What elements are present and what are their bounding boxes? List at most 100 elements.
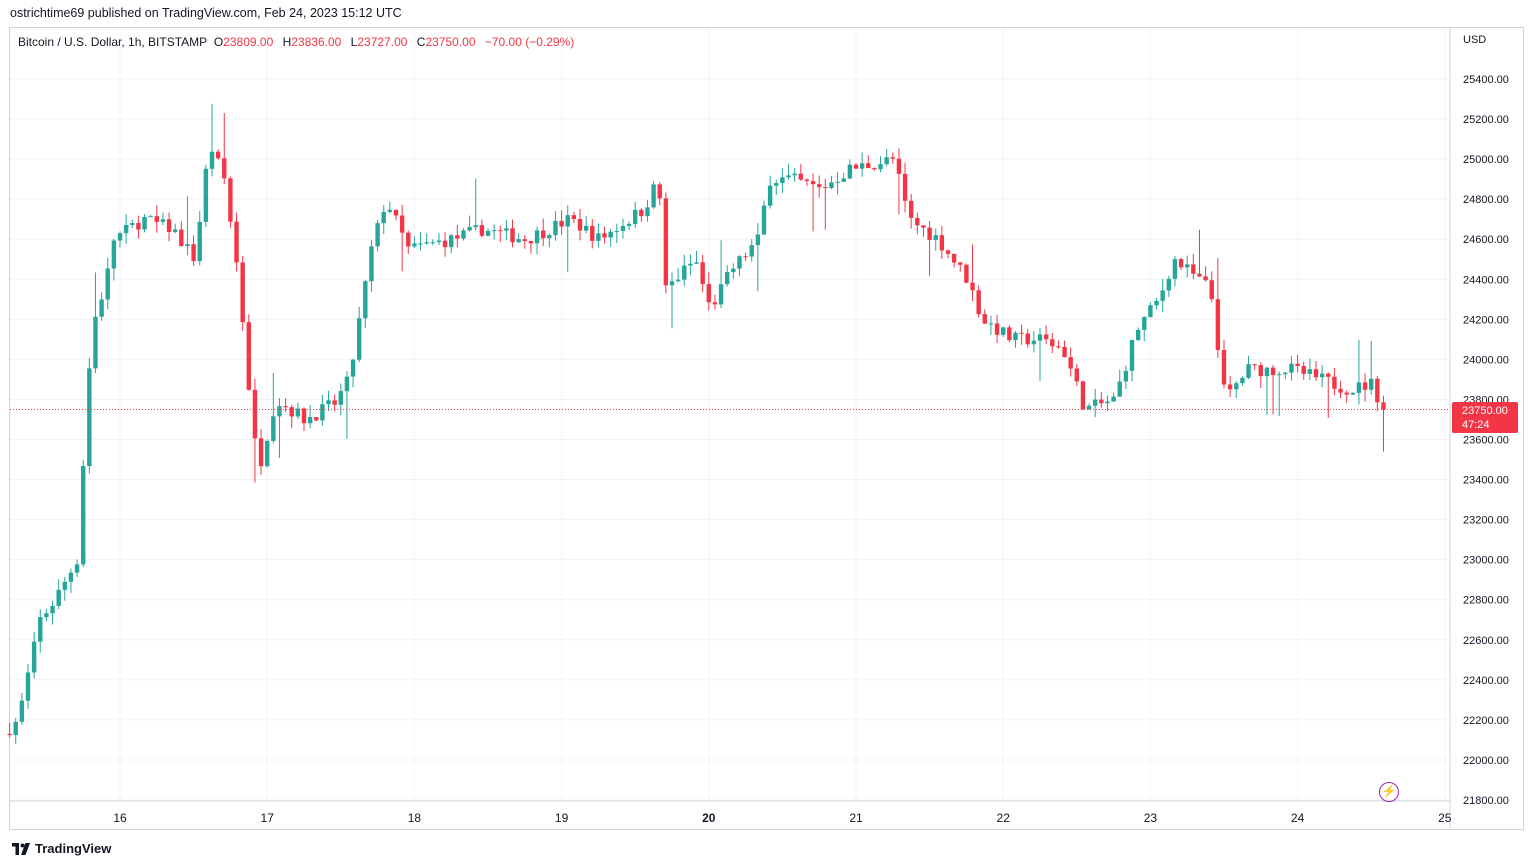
candle-body (222, 158, 227, 179)
candle-body (902, 173, 908, 201)
candle-body (455, 235, 460, 239)
candle-body (338, 391, 343, 405)
candle-body (927, 227, 932, 240)
candle-body (166, 219, 172, 233)
candle-body (1001, 327, 1006, 335)
candle-body (228, 178, 233, 222)
candle-body (1234, 383, 1239, 390)
symbol-name[interactable]: Bitcoin / U.S. Dollar, 1h, BITSTAMP (18, 35, 208, 49)
candle-body (945, 250, 951, 254)
candle-body (1099, 399, 1104, 404)
candle-body (1178, 259, 1184, 268)
candle-body (93, 316, 98, 369)
price-tick-label: 24800.00 (1463, 194, 1509, 206)
candle-body (117, 233, 123, 241)
candle-body (596, 233, 601, 241)
high-label: H (282, 35, 292, 49)
time-axis[interactable]: 16 17 18 19 20 21 22 23 24 25 (10, 800, 1452, 825)
candle-body (56, 589, 61, 606)
candle-body (449, 235, 454, 248)
price-tick-label: 22600.00 (1463, 635, 1509, 647)
candle-body (265, 440, 270, 467)
footer-brand[interactable]: TradingView (12, 841, 111, 856)
candle-body (99, 299, 104, 317)
candle-body (853, 164, 859, 169)
candle-body (553, 220, 558, 236)
candle-body (301, 408, 307, 424)
candle-body (424, 242, 429, 244)
candle-body (669, 281, 675, 286)
candle-body (363, 281, 368, 319)
candle-body (1264, 367, 1270, 377)
candle-body (737, 256, 742, 269)
candle-body (307, 417, 313, 424)
candle-body (1350, 392, 1355, 395)
candle-body (792, 173, 797, 176)
candle-body (1227, 384, 1233, 390)
candle-body (1252, 364, 1257, 366)
publisher-info: ostrichtime69 published on TradingView.c… (10, 6, 402, 20)
candle-body (357, 318, 362, 360)
price-axis[interactable]: 21800.00 22000.00 22200.00 22400.00 22600.00… (1449, 28, 1509, 830)
candle-body (258, 438, 264, 467)
low-label: L (350, 35, 358, 49)
candle-body (1050, 339, 1055, 347)
price-tick-label: 23200.00 (1463, 515, 1509, 527)
candle-body (1111, 396, 1116, 402)
candle-body (271, 416, 276, 441)
candle-body (1062, 346, 1067, 358)
candle-body (44, 613, 49, 618)
candle-body (909, 200, 914, 218)
high-value: 23836.00 (291, 35, 342, 49)
candle-body (970, 282, 975, 291)
candle-body (1007, 327, 1012, 341)
candle-body (700, 262, 705, 285)
candle-body (7, 733, 12, 736)
candle-body (123, 224, 129, 234)
candle-body (859, 163, 865, 169)
candle-body (780, 177, 785, 184)
candle-body (1295, 363, 1300, 367)
time-tick-label: 23 (1144, 811, 1158, 825)
candle-body (1283, 372, 1288, 375)
candle-body (1123, 370, 1129, 382)
candle-body (1381, 402, 1386, 410)
candle-body (1086, 405, 1092, 410)
candle-body (418, 243, 423, 245)
time-tick-label: 20 (702, 811, 716, 825)
candle-body (982, 314, 987, 324)
candle-body (657, 184, 662, 199)
candle-body (479, 225, 485, 236)
candle-body (197, 221, 202, 262)
price-tick-label: 22800.00 (1463, 595, 1509, 607)
candle-body (406, 232, 411, 247)
candle-body (148, 216, 153, 218)
candle-body (743, 256, 748, 258)
candle-body (571, 215, 577, 220)
chart-frame[interactable] (9, 27, 1524, 830)
last-price-tag: 23750.00 47:24 (1452, 402, 1518, 433)
candle-body (1154, 300, 1159, 306)
candle-body (491, 230, 497, 232)
brand-name: TradingView (35, 841, 112, 856)
candle-body (1203, 276, 1208, 281)
candle-body (179, 229, 184, 247)
candle-body (1117, 381, 1122, 397)
candle-body (620, 225, 626, 231)
lightning-icon[interactable]: ⚡ (1379, 782, 1399, 802)
candle-body (62, 581, 67, 590)
candle-body (1319, 373, 1325, 378)
candle-body (847, 164, 853, 179)
candle-body (633, 209, 638, 224)
candle-body (173, 229, 178, 233)
candle-body (994, 323, 1000, 335)
candle-body (1369, 378, 1374, 390)
candle-body (890, 157, 895, 159)
candle-body (314, 417, 319, 421)
candle-body (252, 389, 258, 439)
candle-body (498, 230, 503, 232)
currency-label[interactable]: USD (1463, 34, 1487, 46)
time-tick-label: 25 (1438, 811, 1452, 825)
close-value: 23750.00 (425, 35, 476, 49)
